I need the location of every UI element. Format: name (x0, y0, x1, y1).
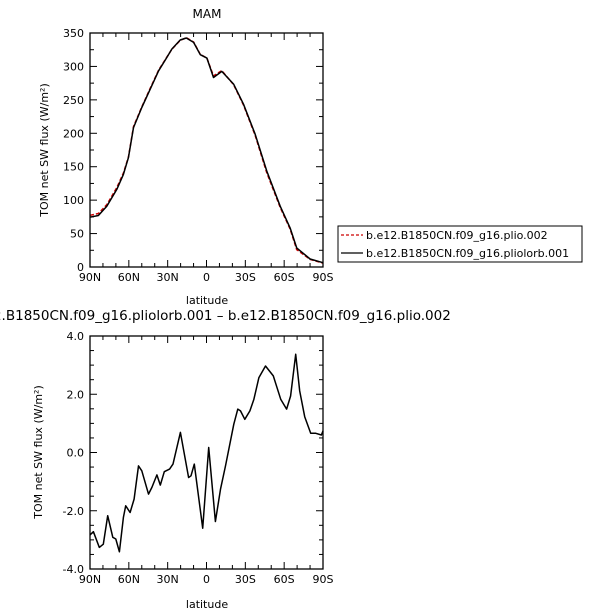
series-line-1 (89, 37, 324, 264)
y-tick-label: -4.0 (63, 563, 84, 576)
bottom-plot: 90N 60N 30N 0 30S 60S 90S -4.0 -2.0 0.0 2.0 4.0 (63, 330, 334, 586)
y-tick-label: 50 (70, 228, 84, 241)
x-tick-label: 30S (235, 271, 256, 284)
y-tick-label: -2.0 (63, 505, 84, 518)
x-tick-label: 90N (79, 573, 101, 586)
legend-label-pliolorb: b.e12.B1850CN.f09_g16.pliolorb.001 (366, 247, 569, 260)
x-tick-label: 30N (157, 271, 179, 284)
y-tick-label: 300 (63, 60, 84, 73)
bottom-chart-title: b.e12.B1850CN.f09_g16.pliolorb.001 – b.e… (0, 308, 451, 324)
x-tick-label: 30S (235, 573, 256, 586)
y-tick-label: 4.0 (67, 330, 85, 343)
bottom-y-axis-label: TOM net SW flux (W/m²) (32, 385, 45, 519)
top-x-axis-label: latitude (186, 294, 228, 307)
x-tick-label: 90S (313, 573, 334, 586)
x-tick-label: 60N (118, 271, 140, 284)
x-tick-label: 60N (118, 573, 140, 586)
plot-frame (89, 32, 324, 268)
bottom-x-axis-label: latitude (186, 598, 228, 611)
top-y-axis-label: TOM net SW flux (W/m²) (38, 83, 51, 217)
y-tick-label: 150 (63, 161, 84, 174)
y-tick-label: 350 (63, 27, 84, 40)
legend-label-plio: b.e12.B1850CN.f09_g16.plio.002 (366, 229, 548, 242)
x-tick-label: 0 (203, 573, 210, 586)
y-tick-label: 100 (63, 194, 84, 207)
y-tick-label: 0 (77, 261, 84, 274)
x-tick-label: 30N (157, 573, 179, 586)
plot-frame (89, 335, 324, 570)
top-chart-title: MAM (193, 7, 222, 21)
x-tick-label: 60S (274, 573, 295, 586)
x-tick-label: 90N (79, 271, 101, 284)
legend: b.e12.B1850CN.f09_g16.plio.002 b.e12.B18… (337, 225, 583, 263)
y-tick-label: 0.0 (67, 447, 85, 460)
y-tick-label: 200 (63, 127, 84, 140)
x-tick-label: 90S (313, 271, 334, 284)
y-tick-label: 250 (63, 94, 84, 107)
series-line-0 (89, 353, 324, 553)
top-plot: 90N 60N 30N 0 30S 60S 90S 0 50 100 150 200 250 300 350 (63, 27, 334, 284)
x-tick-label: 0 (203, 271, 210, 284)
y-tick-label: 2.0 (67, 388, 85, 401)
x-tick-label: 60S (274, 271, 295, 284)
series-line-0 (89, 36, 324, 264)
